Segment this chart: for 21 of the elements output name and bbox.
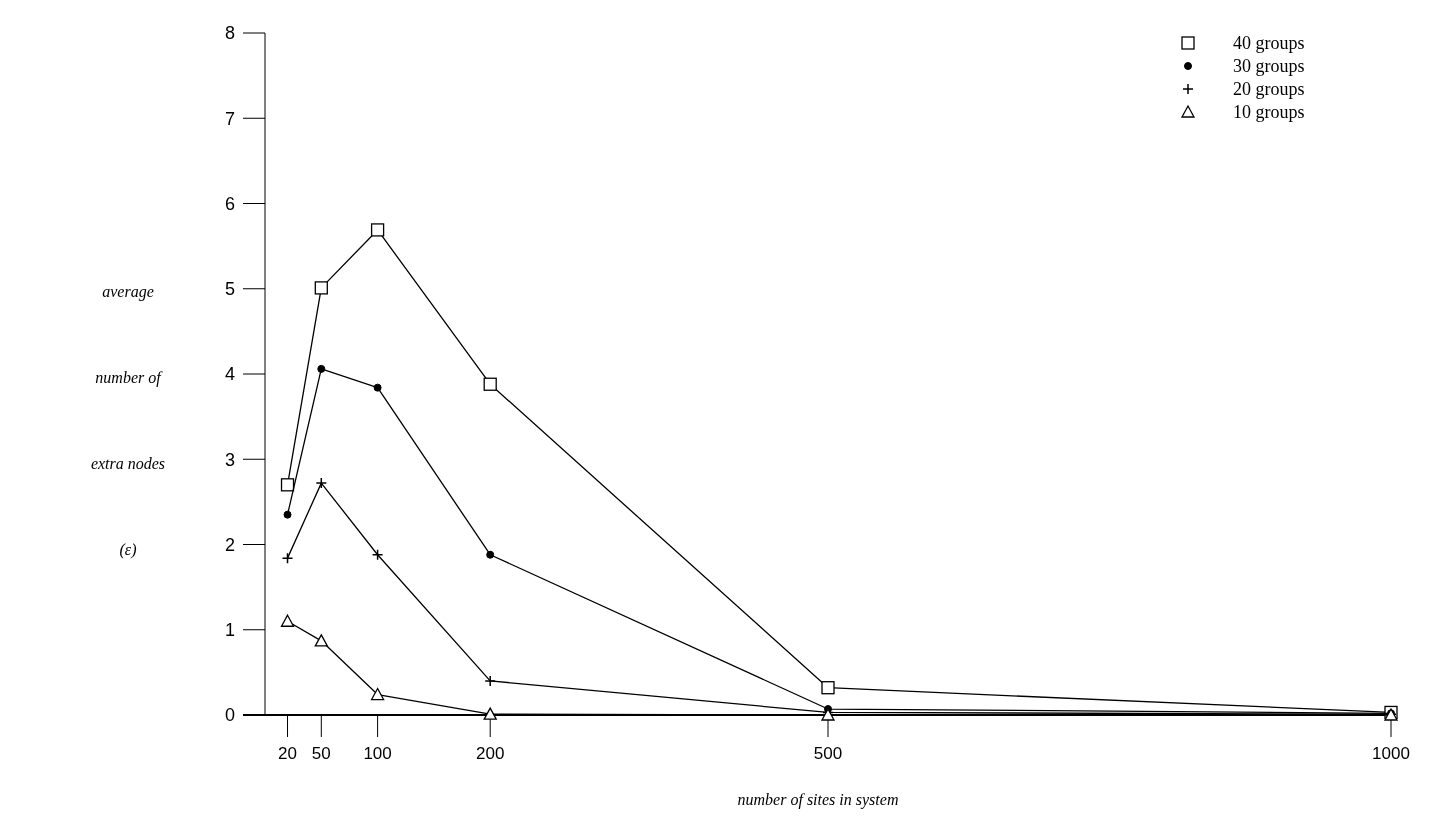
y-tick-label: 8 [224, 23, 235, 44]
x-tick-label: 50 [311, 744, 331, 763]
legend-label: 10 groups [1233, 102, 1305, 123]
y-tick-label: 2 [224, 534, 235, 555]
legend-label: 30 groups [1233, 56, 1305, 77]
y-tick-label: 3 [224, 449, 235, 470]
y-tick-label: 0 [224, 705, 235, 726]
x-tick-label: 1000 [1372, 744, 1410, 763]
x-tick-label: 500 [813, 744, 843, 763]
x-axis-title: number of sites in system [737, 791, 899, 809]
legend-label: 40 groups [1233, 33, 1305, 54]
y-tick-label: 5 [224, 279, 235, 300]
y-tick-label: 1 [224, 620, 235, 641]
y-tick-label: 4 [224, 364, 235, 385]
x-tick-label: 200 [476, 744, 505, 763]
y-tick-label: 6 [224, 193, 235, 214]
y-tick-label: 7 [224, 108, 235, 129]
text: average number of extra nodes (ε) [90, 282, 166, 558]
x-tick-label: 20 [278, 744, 297, 763]
x-tick-label: 100 [363, 744, 392, 763]
legend-label: 20 groups [1233, 79, 1305, 100]
